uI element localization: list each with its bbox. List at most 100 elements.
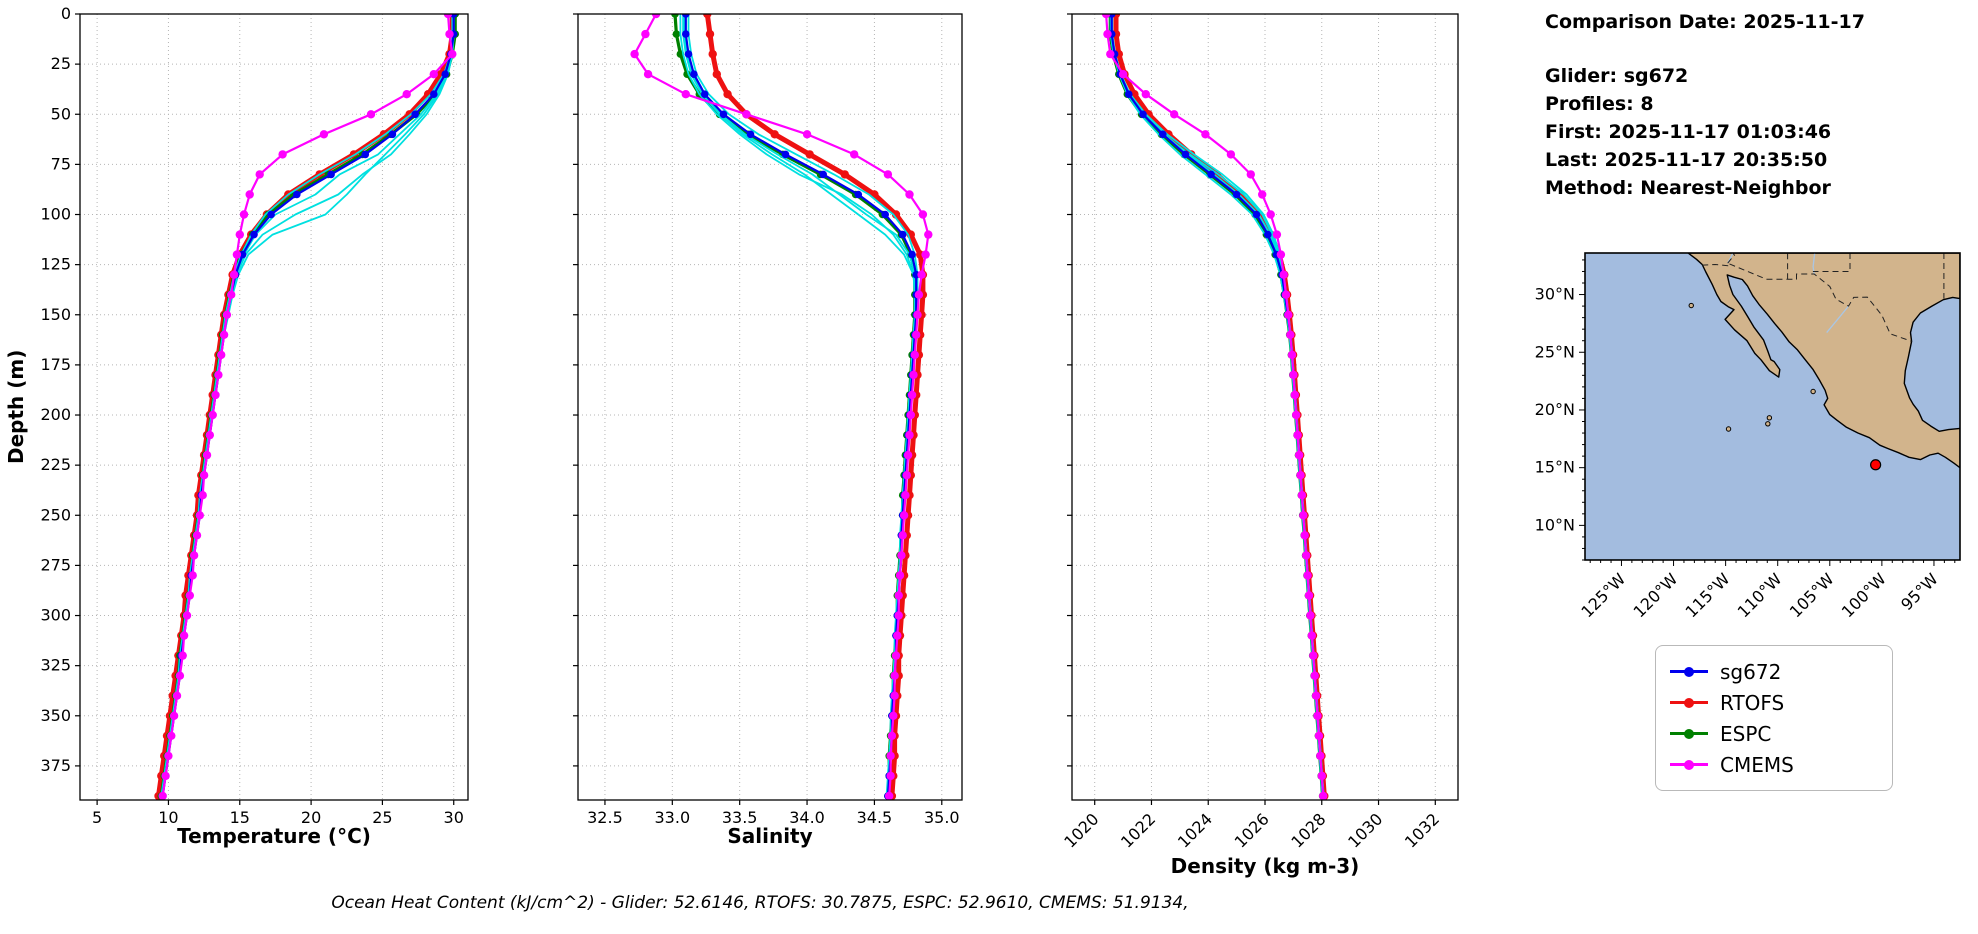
series-marker-CMEMS — [910, 350, 919, 360]
series-marker-sg672 — [898, 230, 907, 239]
series-marker-sg672 — [430, 90, 438, 98]
legend-label-espc: ESPC — [1720, 721, 1772, 746]
series-marker-CMEMS — [1294, 450, 1304, 460]
series-marker-CMEMS — [235, 230, 244, 239]
legend-label-rtofs: RTOFS — [1720, 690, 1785, 715]
x-tick-label: 1020 — [1060, 809, 1102, 851]
series-marker-sg672 — [388, 130, 397, 139]
map-canvas: 125°W 120°W 115°W 110°W 105°W 100°W 95°W 30°N 25… — [1535, 252, 1961, 621]
series-marker-CMEMS — [366, 110, 376, 119]
series-marker-CMEMS — [227, 290, 236, 299]
legend-swatch-espc — [1670, 727, 1708, 741]
series-marker-sg672 — [411, 110, 420, 119]
series-line-sg672 — [161, 14, 455, 798]
series-marker-sg672 — [1125, 90, 1133, 98]
series-marker-CMEMS — [1302, 551, 1311, 560]
series-marker-CMEMS — [164, 751, 173, 761]
map-lon-label: 125°W — [1577, 569, 1629, 621]
x-tick-label: 1028 — [1287, 809, 1329, 851]
series-marker-CMEMS — [1303, 571, 1312, 580]
series-marker-CMEMS — [443, 14, 453, 19]
series-marker-CMEMS — [189, 551, 199, 560]
series-marker-CMEMS — [905, 430, 914, 440]
series-marker-sg672 — [441, 70, 450, 78]
series-line-glider-raw-2 — [1111, 14, 1325, 797]
series-marker-CMEMS — [883, 170, 893, 179]
series-marker-CMEMS — [1313, 711, 1322, 720]
x-axis-label-density: Density (kg m-3) — [1170, 854, 1360, 878]
map-frame — [1584, 252, 1961, 561]
axes-frame — [79, 13, 469, 801]
series-marker-RTOFS — [770, 130, 779, 139]
series-line-CMEMS — [1104, 14, 1325, 798]
series-marker-CMEMS — [901, 491, 910, 500]
series-marker-CMEMS — [893, 631, 902, 640]
island — [1766, 415, 1773, 421]
y-tick-label: 125 — [40, 255, 71, 274]
series-marker-CMEMS — [1319, 791, 1328, 800]
series-marker-CMEMS — [895, 571, 905, 580]
profile-chart-2: 1020 1022 1024 1026 1028 1030 1032 — [1060, 13, 1459, 852]
series-marker-CMEMS — [890, 691, 899, 700]
series-marker-CMEMS — [1287, 350, 1297, 360]
series-marker-CMEMS — [255, 170, 264, 179]
series-marker-sg672 — [819, 170, 827, 179]
y-tick-label: 200 — [40, 405, 71, 424]
series-marker-CMEMS — [214, 370, 223, 380]
x-tick-label: 32.5 — [587, 808, 623, 827]
series-line-glider-raw-2 — [687, 14, 919, 797]
series-marker-ESPC — [672, 30, 681, 38]
series-marker-CMEMS — [1300, 531, 1309, 540]
series-marker-CMEMS — [205, 430, 214, 440]
x-axis-label-temperature: Temperature (°C) — [177, 824, 371, 848]
x-tick-label: 1022 — [1117, 809, 1159, 851]
series-marker-CMEMS — [1279, 270, 1288, 279]
series-marker-CMEMS — [188, 571, 197, 580]
series-marker-sg672 — [682, 14, 690, 18]
series-marker-sg672 — [684, 50, 693, 58]
series-line-CMEMS — [633, 14, 930, 798]
series-marker-CMEMS — [175, 671, 185, 680]
x-tick-label: 34.0 — [789, 808, 825, 827]
series-line-glider-raw-4 — [161, 14, 455, 797]
series-marker-CMEMS — [1307, 631, 1317, 640]
series-marker-CMEMS — [1266, 210, 1275, 219]
series-marker-CMEMS — [887, 731, 897, 740]
series-marker-CMEMS — [924, 230, 933, 239]
series-marker-CMEMS — [850, 150, 859, 159]
x-tick-label: 25 — [372, 808, 392, 827]
series-marker-sg672 — [1159, 130, 1167, 139]
series-marker-CMEMS — [195, 511, 204, 520]
legend-label-sg672: sg672 — [1720, 659, 1782, 684]
series-marker-sg672 — [267, 210, 275, 219]
series-marker-CMEMS — [1170, 110, 1179, 119]
series-marker-sg672 — [854, 190, 863, 199]
series-marker-CMEMS — [1289, 370, 1298, 380]
series-marker-CMEMS — [429, 70, 438, 79]
y-tick-label: 50 — [51, 104, 71, 123]
map-lon-label: 100°W — [1838, 569, 1890, 621]
map-lat-label: 10°N — [1535, 515, 1575, 534]
series-marker-RTOFS — [705, 29, 715, 39]
info-spacer — [1545, 36, 1865, 62]
series-marker-sg672 — [1232, 190, 1241, 199]
series-line-glider-raw-3 — [1109, 14, 1324, 797]
series-marker-CMEMS — [1141, 90, 1151, 99]
series-marker-CMEMS — [917, 270, 926, 279]
comparison-date-text: Comparison Date: 2025-11-17 — [1545, 11, 1865, 33]
series-marker-CMEMS — [1297, 491, 1307, 500]
series-marker-CMEMS — [891, 651, 901, 660]
series-marker-CMEMS — [1314, 731, 1324, 740]
series-marker-RTOFS — [805, 150, 814, 159]
series-line-glider-raw-1 — [161, 14, 455, 797]
river — [1826, 305, 1850, 334]
profile-chart-0: 5 10 15 20 25 3002550751001251501752002252502… — [40, 4, 469, 827]
series-marker-RTOFS — [723, 90, 732, 99]
series-marker-CMEMS — [1106, 49, 1115, 59]
series-marker-ESPC — [671, 14, 679, 18]
series-marker-CMEMS — [889, 711, 898, 720]
series-marker-CMEMS — [1103, 29, 1112, 39]
y-tick-label: 375 — [40, 756, 71, 775]
series-marker-CMEMS — [921, 250, 930, 259]
series-marker-RTOFS — [703, 14, 712, 19]
